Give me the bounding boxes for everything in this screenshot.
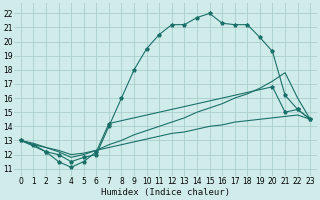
- X-axis label: Humidex (Indice chaleur): Humidex (Indice chaleur): [101, 188, 230, 197]
